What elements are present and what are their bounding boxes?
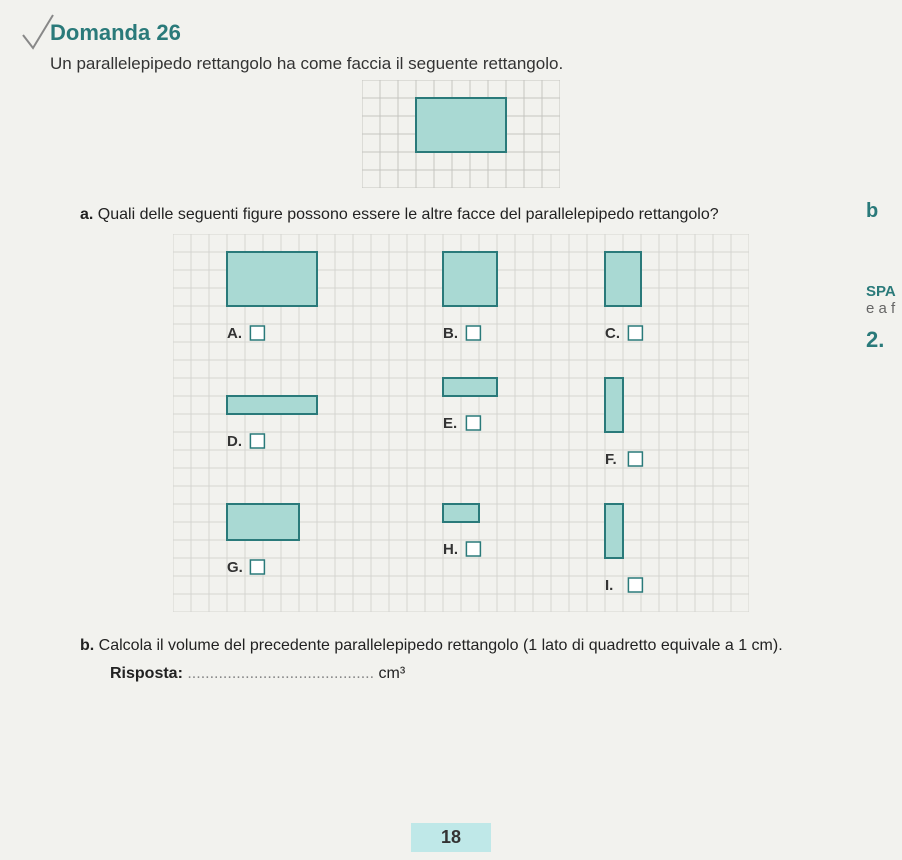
svg-text:F.: F. xyxy=(605,451,617,468)
sub-b-letter: b. xyxy=(80,637,94,654)
svg-text:E.: E. xyxy=(443,415,457,432)
svg-text:G.: G. xyxy=(227,559,243,576)
question-text: Un parallelepipedo rettangolo ha come fa… xyxy=(50,54,872,74)
main-figure xyxy=(362,80,560,188)
answer-line: Risposta: ..............................… xyxy=(110,665,872,683)
svg-text:D.: D. xyxy=(227,433,242,450)
cutoff-two: 2. xyxy=(866,327,902,353)
cutoff-eaf: e a f xyxy=(866,300,902,317)
answer-unit: cm³ xyxy=(379,665,406,682)
svg-text:B.: B. xyxy=(443,325,458,342)
option-checkbox[interactable] xyxy=(466,416,480,430)
svg-text:H.: H. xyxy=(443,541,458,558)
option-checkbox[interactable] xyxy=(466,326,480,340)
option-checkbox[interactable] xyxy=(628,578,642,592)
page-edge-cutoff: b SPA e a f 2. xyxy=(866,200,902,353)
option-checkbox[interactable] xyxy=(250,326,264,340)
checkmark-decoration xyxy=(18,10,58,60)
svg-text:A.: A. xyxy=(227,325,242,342)
option-checkbox[interactable] xyxy=(628,326,642,340)
sub-question-a: a. Quali delle seguenti figure possono e… xyxy=(80,206,872,224)
sub-question-b: b. Calcola il volume del precedente para… xyxy=(80,637,872,655)
sub-a-text: Quali delle seguenti figure possono esse… xyxy=(98,206,719,223)
option-checkbox[interactable] xyxy=(628,452,642,466)
options-grid: A. B. C. D. E. F. G. H. I. xyxy=(173,234,749,612)
cutoff-b: b xyxy=(866,200,902,223)
sub-b-text: Calcola il volume del precedente paralle… xyxy=(99,637,783,654)
option-checkbox[interactable] xyxy=(466,542,480,556)
cutoff-spa: SPA xyxy=(866,283,902,300)
option-checkbox[interactable] xyxy=(250,560,264,574)
question-number: 26 xyxy=(156,20,180,45)
question-title: Domanda 26 xyxy=(50,20,872,46)
option-checkbox[interactable] xyxy=(250,434,264,448)
page-number: 18 xyxy=(411,823,491,852)
answer-label: Risposta: xyxy=(110,665,183,682)
sub-a-letter: a. xyxy=(80,206,93,223)
title-prefix: Domanda xyxy=(50,20,150,45)
svg-text:C.: C. xyxy=(605,325,620,342)
answer-blank[interactable]: ........................................… xyxy=(187,665,374,682)
svg-text:I.: I. xyxy=(605,577,613,594)
